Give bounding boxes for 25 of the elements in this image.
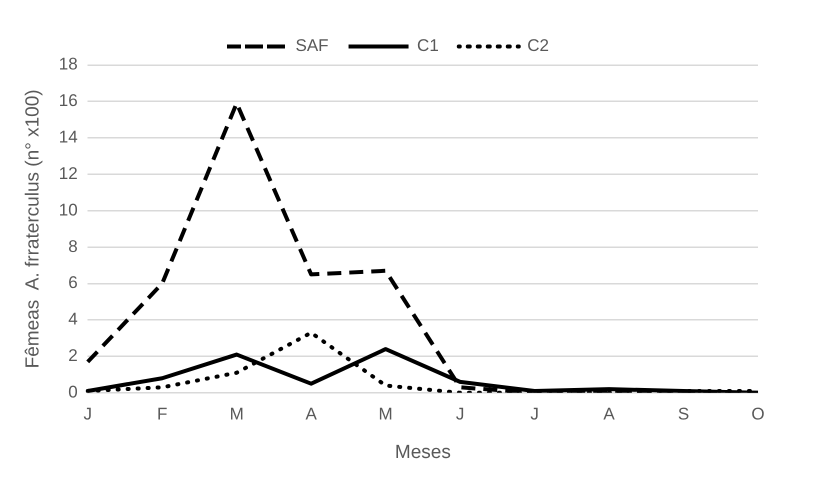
x-tick-label: A: [603, 404, 616, 424]
y-tick-label: 4: [68, 310, 78, 329]
x-tick-label: S: [678, 404, 690, 424]
y-tick-label: 2: [68, 346, 78, 366]
y-tick-label: 10: [58, 200, 78, 220]
y-tick-label: 8: [68, 236, 78, 256]
x-tick-label: J: [83, 404, 92, 424]
y-tick-label: 12: [58, 164, 78, 183]
y-tick-label: 6: [68, 273, 78, 292]
y-tick-label: 14: [58, 128, 78, 147]
y-tick-label: 18: [58, 54, 78, 74]
x-tick-label: J: [530, 404, 539, 424]
x-axis-title: Meses: [394, 442, 451, 463]
x-tick-label: M: [378, 404, 393, 424]
x-tick-label: F: [156, 404, 168, 424]
x-tick-label: J: [456, 404, 464, 424]
x-tick-label: A: [305, 404, 318, 424]
y-axis-title: Fêmeas A. frraterculus (n° x100): [22, 89, 44, 368]
legend-label: C2: [527, 36, 550, 56]
x-tick-label: M: [230, 404, 244, 424]
legend-label: SAF: [295, 36, 329, 56]
legend-label: C1: [417, 36, 439, 56]
y-tick-label: 16: [58, 91, 78, 110]
y-tick-label: 0: [68, 382, 78, 402]
x-tick-label: O: [751, 404, 765, 424]
